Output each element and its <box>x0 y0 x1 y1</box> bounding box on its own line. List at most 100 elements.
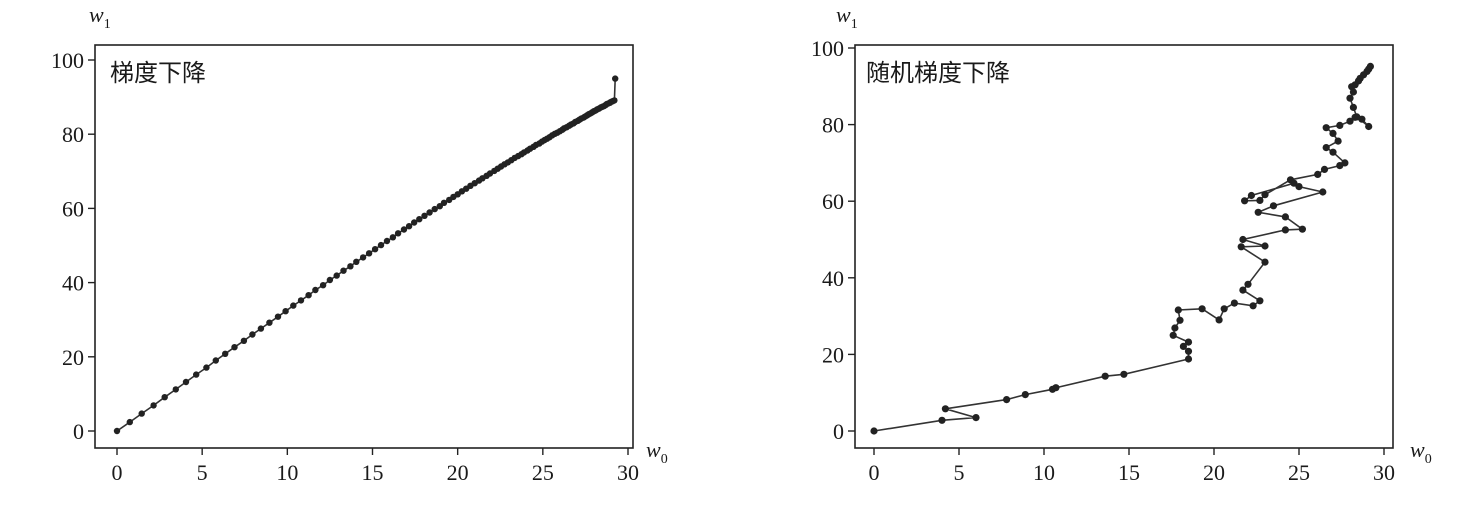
data-point <box>1120 370 1128 378</box>
data-point <box>359 254 367 261</box>
data-point <box>1184 355 1193 363</box>
x-tick-label: 30 <box>1373 460 1395 485</box>
y-tick-label: 40 <box>62 271 84 296</box>
y-tick-label: 100 <box>811 36 844 61</box>
data-point <box>941 405 950 413</box>
data-point <box>1314 170 1322 178</box>
data-point <box>416 216 423 223</box>
y-tick-label: 100 <box>51 48 84 73</box>
data-point <box>1241 197 1249 205</box>
data-point <box>365 250 373 257</box>
data-point <box>1346 117 1354 125</box>
x-axis-ticks: 0 5 10 15 20 25 30 <box>112 448 639 485</box>
data-point <box>1329 129 1337 137</box>
data-point <box>1256 196 1264 204</box>
y-tick-label: 80 <box>822 113 844 138</box>
data-point <box>1346 94 1354 102</box>
data-point <box>305 292 312 299</box>
data-point <box>1281 213 1289 221</box>
x-tick-label: 20 <box>1203 460 1225 485</box>
data-point <box>972 414 980 422</box>
x-tick-label: 5 <box>197 460 208 485</box>
x-axis-label: w0 <box>1410 437 1432 467</box>
data-point <box>161 394 168 401</box>
data-point <box>1176 316 1184 324</box>
data-point <box>1184 338 1193 346</box>
data-point <box>1249 302 1257 310</box>
data-point <box>1353 113 1361 121</box>
data-point <box>383 237 391 245</box>
data-point <box>612 75 619 82</box>
data-point <box>1366 62 1374 70</box>
data-point <box>1349 103 1357 111</box>
data-point <box>1341 159 1349 167</box>
data-point <box>1003 396 1011 404</box>
x-tick-label: 15 <box>1118 460 1140 485</box>
data-point <box>377 241 385 249</box>
data-point <box>1334 137 1342 145</box>
y-tick-label: 20 <box>822 342 844 367</box>
y-axis-ticks: 0 20 40 60 80 100 <box>51 48 95 444</box>
x-tick-label: 15 <box>362 460 384 485</box>
data-point <box>1365 122 1373 131</box>
data-point <box>257 325 265 332</box>
data-point <box>1215 316 1223 324</box>
panel-title: 随机梯度下降 <box>866 59 1010 87</box>
x-tick-label: 10 <box>276 460 298 485</box>
data-point <box>1298 225 1306 233</box>
data-point <box>282 308 289 315</box>
data-point <box>182 378 190 386</box>
data-point <box>1239 286 1247 294</box>
data-point <box>1184 347 1193 355</box>
data-point <box>1171 324 1179 332</box>
data-point <box>426 209 433 216</box>
data-point <box>411 219 418 226</box>
data-point <box>1101 372 1109 380</box>
y-tick-label: 60 <box>62 196 84 221</box>
plot-frame <box>94 44 634 449</box>
data-point <box>353 258 360 265</box>
panel-stochastic-gradient-descent: 随机梯度下降 0 5 10 15 20 25 30 0 20 40 60 80 100 w0 w1 <box>811 2 1432 485</box>
data-point <box>274 313 282 320</box>
x-tick-label: 25 <box>532 460 554 485</box>
data-point <box>1179 342 1187 350</box>
x-tick-label: 0 <box>112 460 123 485</box>
data-point <box>1169 331 1177 339</box>
data-point <box>611 97 618 104</box>
y-tick-label: 80 <box>62 122 84 147</box>
data-point <box>326 276 334 284</box>
panel-title: 梯度下降 <box>110 59 206 87</box>
data-point <box>193 371 200 378</box>
data-point <box>394 230 402 237</box>
data-point <box>1237 243 1245 251</box>
data-point <box>1021 391 1029 399</box>
data-point <box>212 357 219 364</box>
data-point <box>266 319 273 326</box>
data-point <box>222 350 229 357</box>
data-point <box>431 205 438 213</box>
data-point <box>440 199 448 206</box>
y-axis-label: w1 <box>89 2 111 32</box>
data-point <box>126 418 133 426</box>
data-point <box>1198 305 1206 313</box>
y-axis-ticks: 0 20 40 60 80 100 <box>811 36 855 444</box>
data-point <box>1319 188 1327 196</box>
data-point <box>1261 258 1269 266</box>
data-point <box>290 302 297 309</box>
y-axis-label: w1 <box>836 2 858 32</box>
plot-frame <box>854 44 1394 449</box>
data-point <box>312 286 319 294</box>
data-point <box>1281 226 1289 234</box>
panel-gradient-descent: 梯度下降 0 5 10 15 20 25 30 0 20 40 60 80 100 w0 w1 <box>51 2 668 485</box>
data-point <box>1261 191 1269 199</box>
data-point <box>1239 235 1247 244</box>
x-tick-label: 30 <box>617 460 639 485</box>
x-tick-label: 0 <box>869 460 880 485</box>
series-stochastic-gradient-descent <box>870 62 1374 435</box>
data-point <box>421 212 428 219</box>
data-point <box>1295 183 1303 191</box>
data-point <box>203 364 210 371</box>
data-point <box>1322 144 1330 152</box>
data-point <box>150 402 157 409</box>
